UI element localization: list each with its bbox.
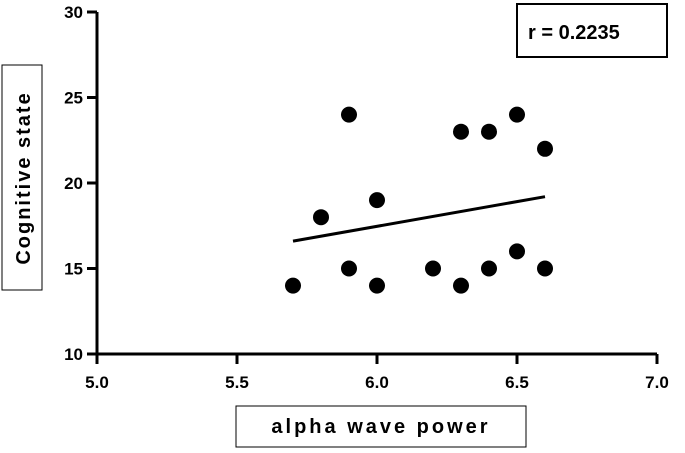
y-tick-label: 15 (64, 260, 83, 279)
ticks: 5.0 5.5 6.0 6.5 7.0 10 15 20 25 30 (64, 3, 669, 392)
r-annotation: r = 0.2235 (516, 3, 668, 58)
data-points (285, 106, 553, 294)
axes (95, 12, 657, 356)
data-point (313, 209, 329, 226)
data-point (341, 260, 357, 277)
data-point (285, 277, 301, 294)
y-tick-label: 25 (64, 89, 83, 108)
y-tick-label: 20 (64, 174, 83, 193)
data-point (425, 260, 441, 277)
r-annotation-text: r = 0.2235 (528, 22, 620, 44)
y-tick-label: 30 (64, 3, 83, 22)
data-point (341, 106, 357, 123)
data-point (509, 243, 525, 260)
trendline-group (292, 195, 546, 243)
data-point (453, 277, 469, 294)
y-axis-label: Cognitive state (13, 91, 35, 264)
data-point (481, 260, 497, 277)
x-tick-label: 5.5 (225, 373, 249, 392)
x-tick-label: 6.0 (365, 373, 389, 392)
x-tick-label: 7.0 (645, 373, 669, 392)
data-point (537, 260, 553, 277)
x-axis-label: alpha wave power (271, 416, 490, 438)
x-axis-title: alpha wave power (235, 405, 527, 448)
data-point (369, 277, 385, 294)
data-point (509, 106, 525, 123)
trendline (292, 195, 546, 243)
y-axis-title: Cognitive state (1, 64, 43, 291)
data-point (369, 192, 385, 209)
x-tick-label: 5.0 (85, 373, 109, 392)
y-tick-label: 10 (64, 345, 83, 364)
data-point (481, 123, 497, 140)
data-point (453, 123, 469, 140)
x-tick-label: 6.5 (505, 373, 529, 392)
data-point (537, 140, 553, 157)
